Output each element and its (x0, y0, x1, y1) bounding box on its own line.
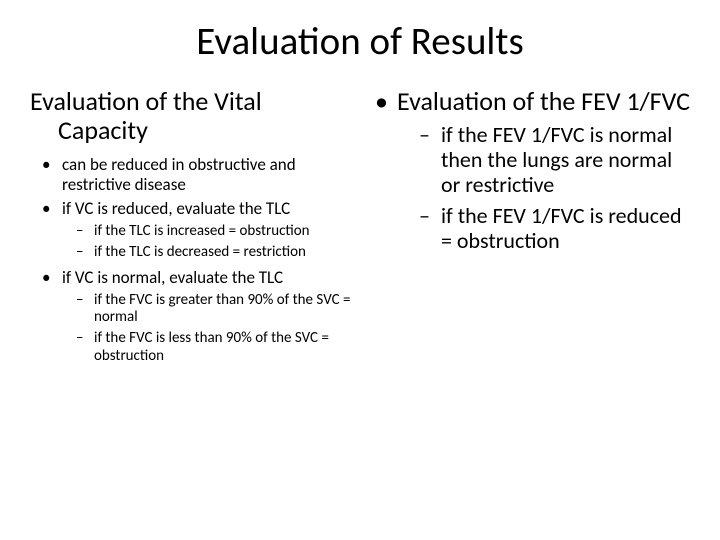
list-item: Evaluation of the FEV 1/FVC if the FEV 1… (369, 87, 690, 254)
left-bullet-list: can be reduced in obstructive and restri… (30, 155, 351, 365)
sub-list: if the FVC is greater than 90% of the SV… (62, 292, 351, 366)
right-column: Evaluation of the FEV 1/FVC if the FEV 1… (365, 87, 690, 372)
bullet-text: if VC is reduced, evaluate the TLC (62, 198, 290, 219)
bullet-text: if the TLC is decreased = restriction (94, 243, 306, 261)
list-item: if the TLC is decreased = restriction (62, 244, 351, 262)
two-column-layout: Evaluation of the Vital Capacity can be … (30, 87, 690, 372)
list-item: if the FEV 1/FVC is normal then the lung… (397, 122, 690, 197)
bullet-text: if the FEV 1/FVC is normal then the lung… (441, 121, 672, 198)
left-column: Evaluation of the Vital Capacity can be … (30, 87, 355, 372)
list-item: if the FVC is greater than 90% of the SV… (62, 292, 351, 327)
list-item: if the TLC is increased = obstruction (62, 223, 351, 241)
sub-list: if the FEV 1/FVC is normal then the lung… (397, 122, 690, 253)
list-item: if the FVC is less than 90% of the SVC =… (62, 330, 351, 365)
slide: Evaluation of Results Evaluation of the … (0, 0, 720, 540)
list-item: if the FEV 1/FVC is reduced = obstructio… (397, 203, 690, 253)
bullet-text: if the FVC is less than 90% of the SVC =… (94, 329, 329, 365)
right-bullet-list: Evaluation of the FEV 1/FVC if the FEV 1… (369, 87, 690, 254)
sub-list: if the TLC is increased = obstruction if… (62, 223, 351, 261)
slide-title: Evaluation of Results (30, 18, 690, 65)
list-item: can be reduced in obstructive and restri… (30, 155, 351, 195)
list-item: if VC is reduced, evaluate the TLC if th… (30, 199, 351, 261)
bullet-text: if the TLC is increased = obstruction (94, 222, 310, 240)
right-heading: Evaluation of the FEV 1/FVC (397, 85, 690, 117)
bullet-text: if the FEV 1/FVC is reduced = obstructio… (441, 202, 682, 254)
list-item: if VC is normal, evaluate the TLC if the… (30, 268, 351, 366)
bullet-text: if VC is normal, evaluate the TLC (62, 267, 283, 288)
bullet-text: can be reduced in obstructive and restri… (62, 154, 296, 195)
bullet-text: if the FVC is greater than 90% of the SV… (94, 291, 350, 327)
left-heading: Evaluation of the Vital Capacity (30, 87, 351, 145)
